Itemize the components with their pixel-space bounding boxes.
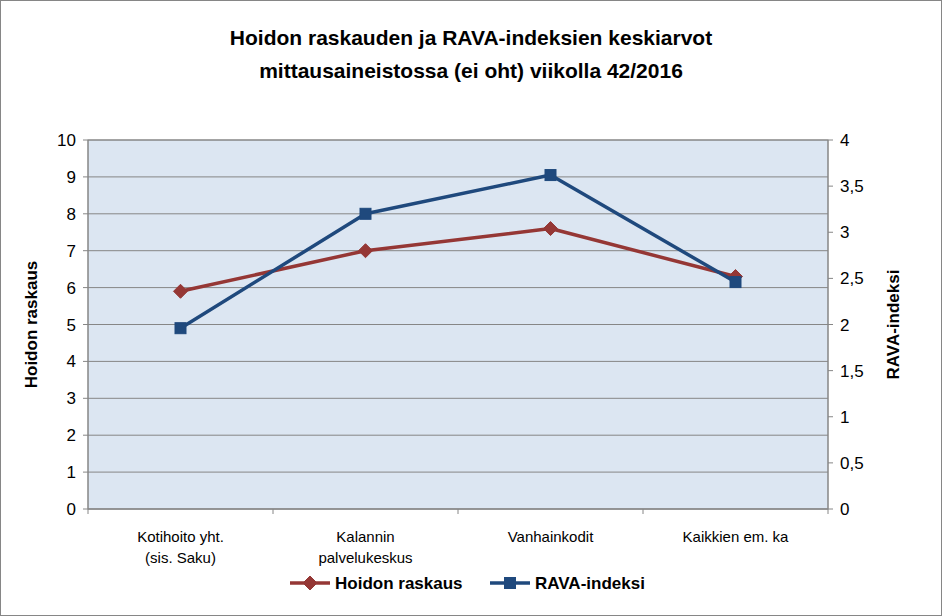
- x-tick-label: Kalannin palvelukeskus: [318, 528, 412, 566]
- tick-mark: [828, 140, 833, 141]
- tick-mark: [83, 250, 88, 251]
- y2-tick-label: 1,5: [840, 362, 864, 381]
- x-tick-label: Kotihoito yht. (sis. Saku): [137, 528, 224, 566]
- y2-tick-label: 2: [840, 316, 849, 335]
- title: Hoidon raskauden ja RAVA-indeksien keski…: [230, 26, 712, 82]
- grid-line: [88, 398, 828, 399]
- y2-tick-label: 3,5: [840, 177, 864, 196]
- y2-tick-label: 4: [840, 131, 849, 150]
- tick-mark: [83, 176, 88, 177]
- legend-label: Hoidon raskaus: [335, 574, 463, 593]
- tick-mark: [828, 186, 833, 187]
- grid-line: [88, 324, 828, 325]
- text-line: (sis. Saku): [145, 549, 216, 566]
- plot-area: [88, 140, 828, 509]
- text-line: palvelukeskus: [318, 549, 412, 566]
- tick-mark: [828, 232, 833, 233]
- point-marker: [544, 222, 558, 236]
- tick-mark: [828, 278, 833, 279]
- y2-tick-label: 0,5: [840, 454, 864, 473]
- legend-label: RAVA-indeksi: [535, 574, 645, 593]
- text-line: Kotihoito yht.: [137, 528, 224, 545]
- grid-line: [88, 213, 828, 214]
- tick-mark: [83, 398, 88, 399]
- tick-mark: [828, 509, 833, 510]
- grid-line: [88, 250, 828, 251]
- tick-mark: [828, 462, 833, 463]
- point-marker: [175, 323, 186, 334]
- legend-marker: [303, 576, 317, 590]
- tick-mark: [83, 213, 88, 214]
- x-tick-mark: [273, 509, 274, 514]
- x-tick-mark: [88, 509, 89, 514]
- y-tick-label: 5: [67, 316, 76, 335]
- text-line: Hoidon raskauden ja RAVA-indeksien keski…: [230, 26, 712, 49]
- y2-tick-label: 3: [840, 223, 849, 242]
- y-tick-label: 9: [67, 168, 76, 187]
- y2-tick-label: 2,5: [840, 269, 864, 288]
- y-tick-label: 2: [67, 426, 76, 445]
- tick-mark: [83, 140, 88, 141]
- x-tick-mark: [458, 509, 459, 514]
- tick-mark: [83, 472, 88, 473]
- plot-marks: [174, 170, 743, 334]
- y-tick-label: 3: [67, 389, 76, 408]
- point-marker: [360, 208, 371, 219]
- chart: Hoidon raskauden ja RAVA-indeksien keski…: [0, 0, 942, 616]
- chart-border: [1, 1, 942, 616]
- y-tick-label: 8: [67, 205, 76, 224]
- y2-tick-label: 0: [840, 500, 849, 519]
- tick-mark: [83, 324, 88, 325]
- point-marker: [359, 244, 373, 258]
- y-tick-label: 1: [67, 463, 76, 482]
- grid-line: [88, 435, 828, 436]
- tick-mark: [83, 361, 88, 362]
- point-marker: [174, 284, 188, 298]
- tick-mark: [83, 435, 88, 436]
- grid-line: [88, 472, 828, 473]
- y-axis-title: Hoidon raskaus: [22, 261, 41, 389]
- tick-mark: [828, 416, 833, 417]
- y-tick-label: 7: [67, 242, 76, 261]
- point-marker: [730, 277, 741, 288]
- tick-mark: [828, 370, 833, 371]
- y-tick-label: 4: [67, 352, 76, 371]
- y2-tick-label: 1: [840, 408, 849, 427]
- y2-axis-title: RAVA-indeksi: [884, 270, 903, 380]
- x-tick-label: Vanhainkodit: [508, 528, 594, 545]
- grid-line: [88, 140, 828, 141]
- x-tick-label: Kaikkien em. ka: [683, 528, 790, 545]
- x-tick-mark: [828, 509, 829, 514]
- y-tick-label: 6: [67, 279, 76, 298]
- tick-mark: [83, 287, 88, 288]
- text-line: Vanhainkodit: [508, 528, 594, 545]
- text-line: Kaikkien em. ka: [683, 528, 790, 545]
- grid-line: [88, 176, 828, 177]
- series-line: [181, 229, 736, 292]
- tick-mark: [83, 509, 88, 510]
- x-tick-mark: [643, 509, 644, 514]
- text-line: mittausaineistossa (ei oht) viikolla 42/…: [259, 59, 683, 82]
- series-line: [181, 175, 736, 328]
- text-line: Kalannin: [336, 528, 394, 545]
- y-tick-label: 10: [57, 131, 76, 150]
- y-axis-line: [88, 140, 89, 509]
- tick-mark: [828, 324, 833, 325]
- point-marker: [545, 170, 556, 181]
- grid-line: [88, 361, 828, 362]
- y2-axis-line: [828, 140, 829, 509]
- y-tick-label: 0: [67, 500, 76, 519]
- legend-marker: [505, 578, 516, 589]
